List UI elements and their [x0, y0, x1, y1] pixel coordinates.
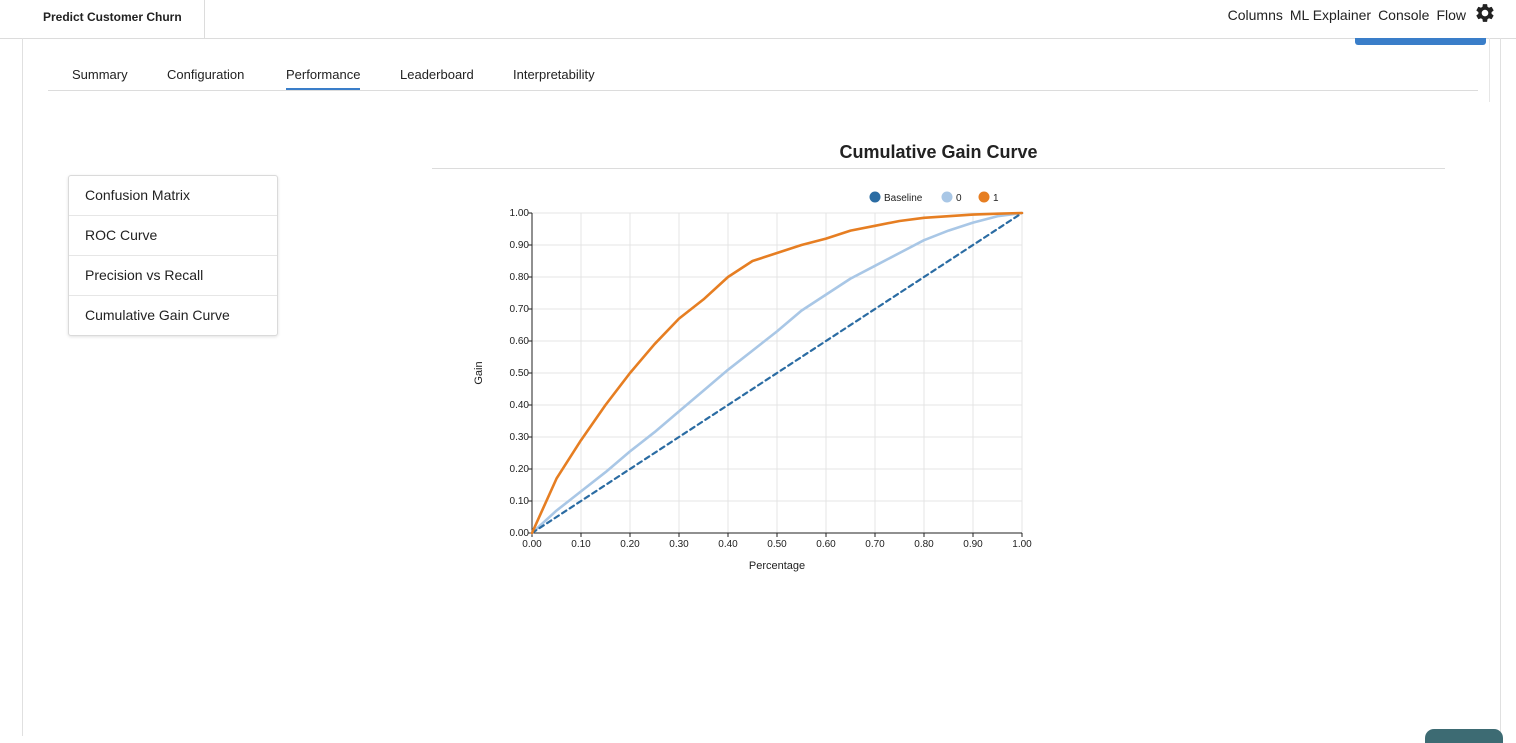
series-line-baseline [530, 211, 1024, 535]
x-tick-label: 0.10 [571, 539, 591, 550]
y-tick-label: 0.50 [510, 368, 530, 379]
legend-label: Baseline [884, 193, 923, 204]
top-bar: Predict Customer Churn Columns ML Explai… [0, 0, 1516, 39]
y-tick-label: 0.30 [510, 432, 530, 443]
menu-item-roc-curve[interactable]: ROC Curve [69, 216, 277, 256]
y-tick-label: 0.80 [510, 272, 530, 283]
tab-interpretability[interactable]: Interpretability [513, 67, 595, 82]
frame-left-border [22, 38, 23, 736]
x-axis-label: Percentage [749, 560, 805, 572]
tab-summary[interactable]: Summary [72, 67, 128, 82]
nav-columns[interactable]: Columns [1227, 7, 1283, 23]
chat-widget-button[interactable] [1425, 729, 1503, 743]
legend-label: 0 [956, 193, 962, 204]
chart-title: Cumulative Gain Curve [839, 142, 1038, 162]
x-tick-label: 0.20 [620, 539, 640, 550]
frame-inner-border [1489, 38, 1490, 102]
legend-label: 1 [993, 193, 999, 204]
app-title: Predict Customer Churn [43, 10, 182, 24]
tab-leaderboard[interactable]: Leaderboard [400, 67, 474, 82]
frame-right-border [1500, 38, 1501, 736]
nav-ml-explainer[interactable]: ML Explainer [1289, 7, 1372, 23]
top-nav: Columns ML Explainer Console Flow [1228, 7, 1466, 23]
legend-marker [869, 191, 881, 203]
legend-marker [941, 191, 953, 203]
x-tick-label: 0.00 [522, 539, 542, 550]
action-button[interactable] [1355, 38, 1486, 45]
y-tick-label: 0.40 [510, 400, 530, 411]
x-tick-label: 0.90 [963, 539, 983, 550]
series-line-class-0 [530, 211, 1024, 535]
performance-menu: Confusion Matrix ROC Curve Precision vs … [68, 175, 278, 336]
tab-bar: Summary Configuration Performance Leader… [48, 60, 1478, 91]
legend-marker [978, 191, 990, 203]
x-tick-label: 0.80 [914, 539, 934, 550]
cumulative-gain-chart: 0.00 0.10 0.20 0.30 0.40 0.50 0.60 0.70 0.80 0.90… [473, 191, 1032, 572]
nav-flow[interactable]: Flow [1436, 7, 1466, 23]
y-tick-label: 0.00 [510, 528, 530, 539]
x-tick-label: 1.00 [1012, 539, 1032, 550]
menu-item-confusion-matrix[interactable]: Confusion Matrix [69, 176, 277, 216]
y-tick-label: 0.60 [510, 336, 530, 347]
menu-item-cumulative-gain-curve[interactable]: Cumulative Gain Curve [85, 307, 230, 323]
x-tick-label: 0.70 [865, 539, 885, 550]
app-title-tab[interactable]: Predict Customer Churn [22, 0, 205, 38]
x-tick-label: 0.40 [718, 539, 738, 550]
series-line-class-1 [530, 211, 1024, 535]
y-tick-label: 1.00 [510, 208, 530, 219]
y-tick-label: 0.90 [510, 240, 530, 251]
x-tick-label: 0.50 [767, 539, 787, 550]
menu-item-precision-vs-recall[interactable]: Precision vs Recall [69, 256, 277, 296]
tab-configuration[interactable]: Configuration [167, 67, 245, 82]
gear-icon[interactable] [1474, 2, 1496, 24]
x-tick-label: 0.60 [816, 539, 836, 550]
y-tick-label: 0.20 [510, 464, 530, 475]
tab-performance[interactable]: Performance [286, 67, 361, 90]
x-tick-label: 0.30 [669, 539, 689, 550]
nav-console[interactable]: Console [1378, 7, 1430, 23]
y-axis-label: Gain [473, 361, 485, 384]
y-tick-label: 0.70 [510, 304, 530, 315]
y-tick-label: 0.10 [510, 496, 530, 507]
chart-divider [432, 168, 1445, 169]
